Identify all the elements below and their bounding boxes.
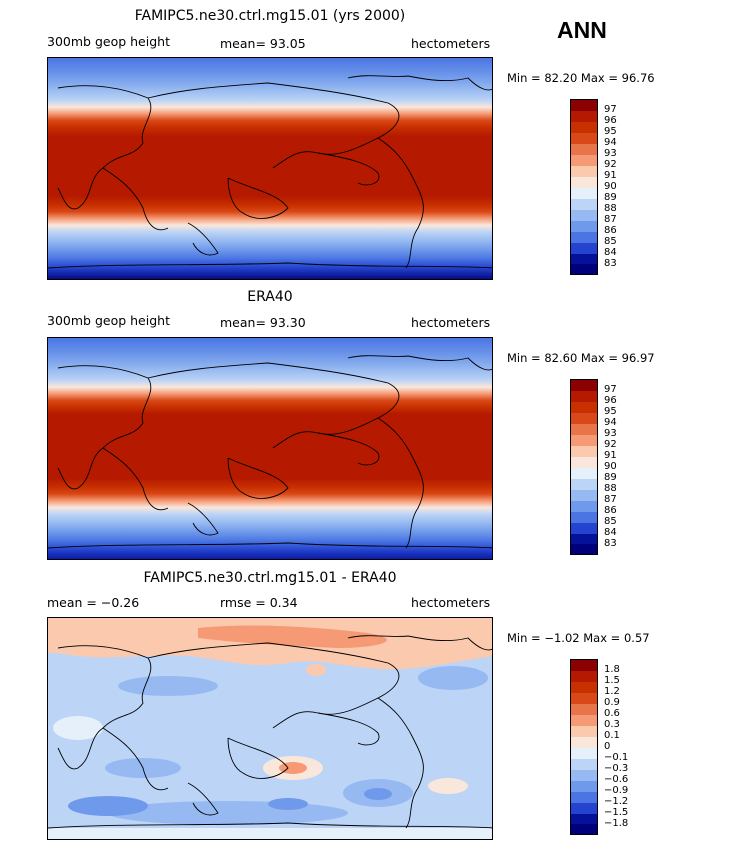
coastlines <box>48 635 492 829</box>
colorbar-tick: 94 <box>604 137 617 148</box>
colorbar-tick: −1.5 <box>604 807 629 818</box>
panel3-mean-label: mean = −0.26 <box>47 595 140 610</box>
colorbar-tick: 0 <box>604 741 611 752</box>
panel2-colorbar <box>570 379 598 555</box>
panel3-rmse-label: rmse = 0.34 <box>220 595 298 610</box>
panel1-variable-label: 300mb geop height <box>47 34 170 49</box>
colorbar-tick: 89 <box>604 192 617 203</box>
colorbar-tick: 93 <box>604 428 617 439</box>
colorbar-tick: 92 <box>604 439 617 450</box>
colorbar-tick: 94 <box>604 417 617 428</box>
colorbar-tick: 83 <box>604 538 617 549</box>
colorbar-tick: −0.1 <box>604 752 629 763</box>
colorbar-tick: −0.9 <box>604 785 629 796</box>
panel2-map <box>47 337 493 560</box>
colorbar-tick: 85 <box>604 236 617 247</box>
panel2-units-label: hectometers <box>411 315 491 330</box>
panel2-title: ERA40 <box>247 289 293 305</box>
colorbar-tick: 1.2 <box>604 686 620 697</box>
panel2-variable-label: 300mb geop height <box>47 313 170 328</box>
colorbar-tick: 92 <box>604 159 617 170</box>
colorbar-tick: 83 <box>604 258 617 269</box>
colorbar-tick: 95 <box>604 406 617 417</box>
colorbar-tick: 93 <box>604 148 617 159</box>
colorbar-tick: 90 <box>604 181 617 192</box>
colorbar-tick: 97 <box>604 384 617 395</box>
colorbar-tick: 0.9 <box>604 697 620 708</box>
coastlines <box>48 75 492 269</box>
panel3-title: FAMIPC5.ne30.ctrl.mg15.01 - ERA40 <box>143 570 397 586</box>
panel1-mean-label: mean= 93.05 <box>220 36 306 51</box>
colorbar-tick: 87 <box>604 214 617 225</box>
panel3-minmax: Min = −1.02 Max = 0.57 <box>507 631 650 645</box>
colorbar-tick: 87 <box>604 494 617 505</box>
colorbar-tick: 90 <box>604 461 617 472</box>
colorbar-tick: 0.6 <box>604 708 620 719</box>
colorbar-tick: 97 <box>604 104 617 115</box>
season-label: ANN <box>557 17 607 43</box>
colorbar-tick: −0.3 <box>604 763 629 774</box>
colorbar-tick: 1.8 <box>604 664 620 675</box>
colorbar-tick: 84 <box>604 527 617 538</box>
panel2-mean-label: mean= 93.30 <box>220 315 306 330</box>
colorbar-tick: 91 <box>604 450 617 461</box>
colorbar-tick: 96 <box>604 395 617 406</box>
panel1-map <box>47 57 493 280</box>
panel1-minmax: Min = 82.20 Max = 96.76 <box>507 71 655 85</box>
colorbar-tick: 91 <box>604 170 617 181</box>
colorbar-tick: 86 <box>604 225 617 236</box>
panel3-units-label: hectometers <box>411 595 491 610</box>
panel1-colorbar <box>570 99 598 275</box>
colorbar-tick: −0.6 <box>604 774 629 785</box>
colorbar-tick: −1.2 <box>604 796 629 807</box>
panel2-minmax: Min = 82.60 Max = 96.97 <box>507 351 655 365</box>
panel3-colorbar <box>570 659 598 835</box>
colorbar-tick: 0.1 <box>604 730 620 741</box>
colorbar-tick: 85 <box>604 516 617 527</box>
panel1-title: FAMIPC5.ne30.ctrl.mg15.01 (yrs 2000) <box>134 8 406 24</box>
colorbar-tick: 88 <box>604 483 617 494</box>
colorbar-tick: 96 <box>604 115 617 126</box>
colorbar-tick: 89 <box>604 472 617 483</box>
colorbar-tick: 1.5 <box>604 675 620 686</box>
colorbar-tick: −1.8 <box>604 818 629 829</box>
colorbar-tick: 0.3 <box>604 719 620 730</box>
panel1-units-label: hectometers <box>411 36 491 51</box>
colorbar-tick: 95 <box>604 126 617 137</box>
colorbar-tick: 86 <box>604 505 617 516</box>
colorbar-tick: 84 <box>604 247 617 258</box>
colorbar-tick: 88 <box>604 203 617 214</box>
coastlines <box>48 355 492 549</box>
panel3-map <box>47 617 493 840</box>
